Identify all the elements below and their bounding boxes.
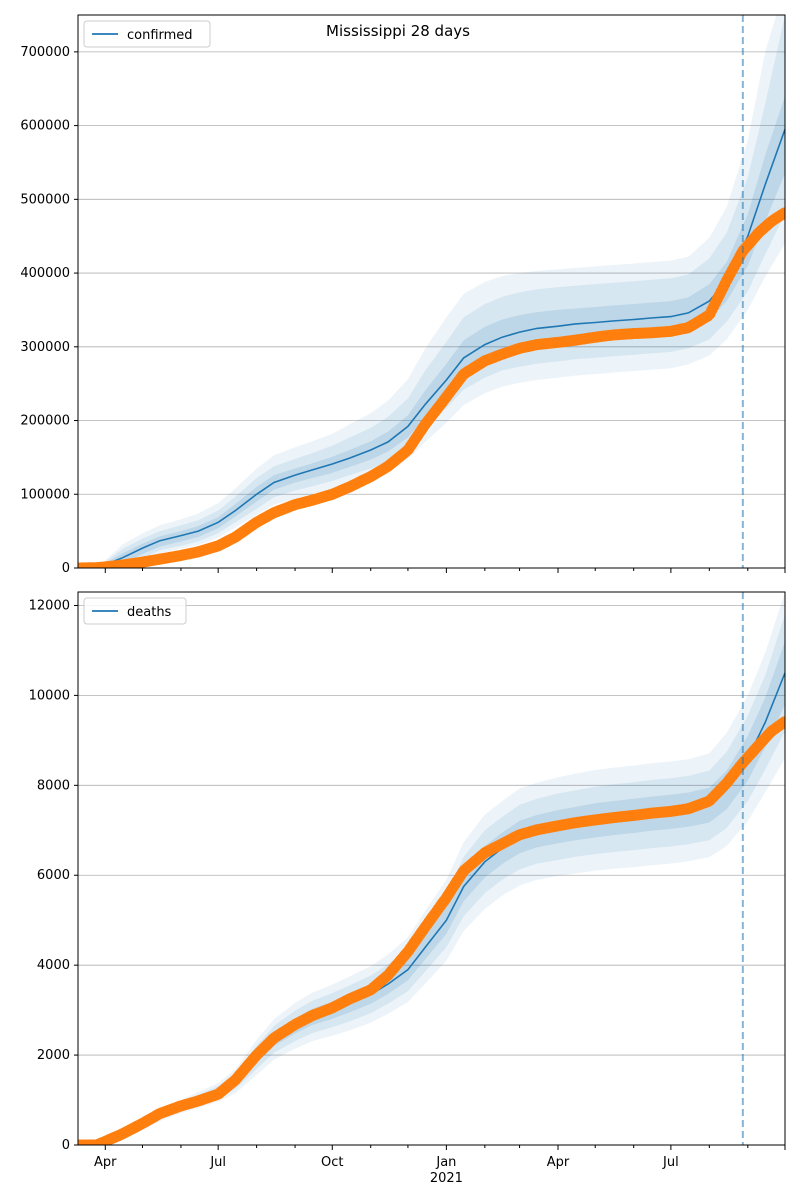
y-tick-label: 10000 [29,688,70,703]
deaths-panel: 0 2000 4000 6000 8000 10000 12000 Apr Jul Oct Jan A… [29,591,786,1186]
x-tick-label: Oct [321,1155,343,1170]
x-tick-label: Jan [435,1155,456,1170]
legend-box [83,20,211,48]
axes-frame [77,591,786,1146]
figure-title: Mississippi 28 days [326,22,470,40]
plot-area [78,15,785,568]
y-tick-label: 8000 [37,778,70,793]
y-tick-label: 6000 [37,868,70,883]
y-tick-label: 4000 [37,958,70,973]
confidence-band [79,15,785,568]
x-tick-label: Apr [94,1155,117,1170]
series-line-confirmed [79,129,785,568]
observed-point [778,716,785,728]
y-tick-label: 500000 [20,192,70,207]
y-tick-label: 200000 [20,414,70,429]
y-tick-label: 0 [62,1138,70,1153]
axes-frame [77,14,786,569]
y-tick-label: 2000 [37,1048,70,1063]
x-year-label: 2021 [430,1171,463,1186]
confidence-band [79,614,785,1145]
confirmed-panel: 0 100000 200000 300000 400000 500000 600000 700… [20,14,786,576]
x-tick-label: Jul [662,1155,679,1170]
legend: deaths [83,597,187,625]
legend-label: deaths [127,605,172,620]
legend: confirmed [83,20,211,48]
confidence-band [79,641,785,1145]
confidence-band [79,592,785,1145]
y-tick-label: 0 [62,561,70,576]
x-tick-label: Apr [547,1155,570,1170]
legend-box [83,597,187,625]
legend-label: confirmed [127,28,193,43]
y-tick-label: 300000 [20,340,70,355]
y-tick-label: 400000 [20,266,70,281]
y-tick-label: 600000 [20,119,70,134]
plot-area [78,592,785,1145]
y-tick-label: 12000 [29,598,70,613]
confidence-band [79,15,785,568]
y-tick-label: 700000 [20,45,70,60]
y-tick-label: 100000 [20,487,70,502]
x-tick-label: Jul [209,1155,226,1170]
observed-point [778,207,785,219]
